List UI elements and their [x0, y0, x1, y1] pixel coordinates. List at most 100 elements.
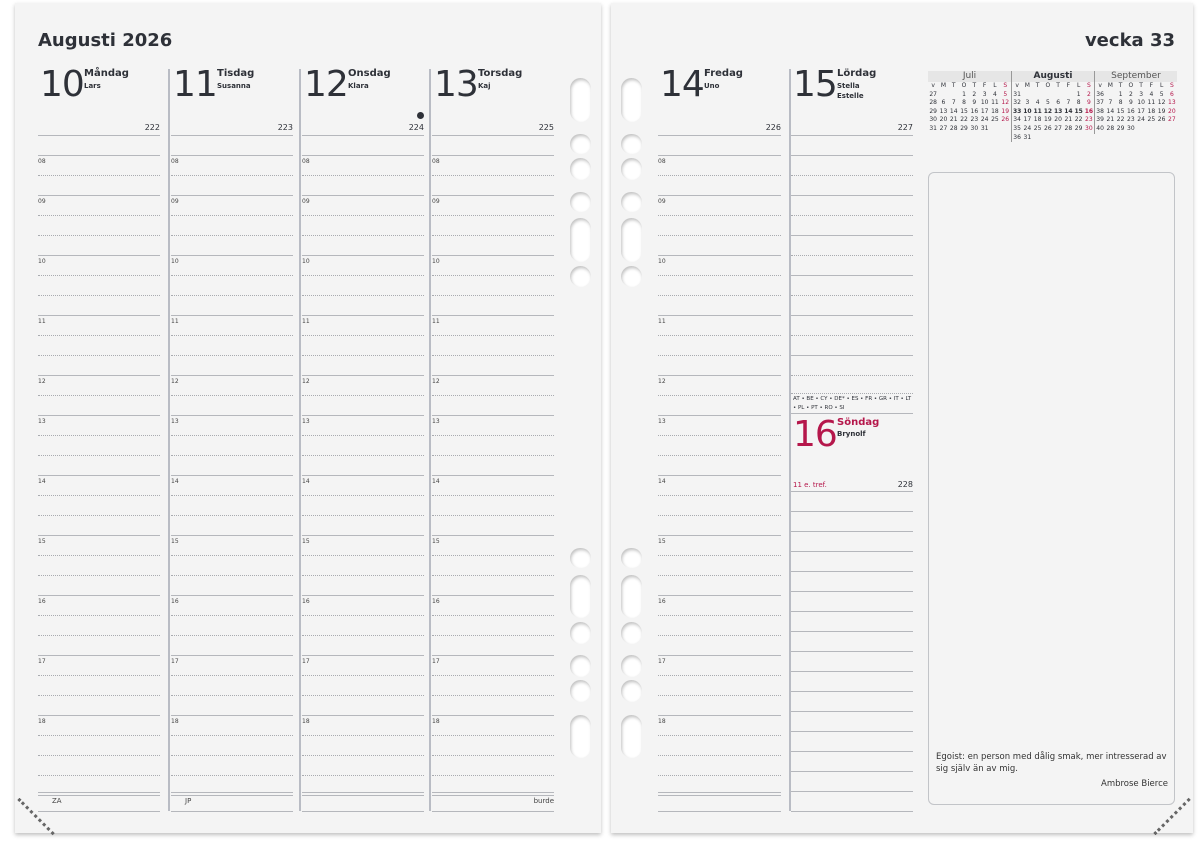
date-cell[interactable]: 18	[991, 107, 999, 115]
date-cell[interactable]: 11	[1147, 99, 1156, 107]
date-cell[interactable]: 16	[970, 107, 979, 115]
date-cell[interactable]: 21	[1106, 116, 1115, 124]
date-cell[interactable]: 4	[1149, 90, 1154, 98]
date-cell[interactable]: 13	[1168, 99, 1176, 107]
date-cell[interactable]: 19	[1044, 116, 1052, 124]
date-cell[interactable]: 20	[1168, 107, 1176, 115]
date-cell[interactable]: 22	[960, 116, 968, 124]
date-cell[interactable]: 24	[1137, 116, 1145, 124]
day-column-onsdag[interactable]: 12 Onsdag Klara 224 08 09 10 11 12 13 14 15 16 17 18	[302, 65, 424, 812]
date-cell[interactable]: 14	[1064, 107, 1073, 115]
date-cell[interactable]: 1	[1118, 90, 1123, 98]
date-cell[interactable]: 17	[1023, 116, 1032, 124]
date-cell[interactable]: 8	[1118, 99, 1123, 107]
date-cell[interactable]: 1	[962, 90, 966, 98]
date-cell[interactable]: 6	[1169, 90, 1174, 98]
date-cell[interactable]: 25	[991, 116, 999, 124]
day-column-måndag[interactable]: 10 Måndag Lars 222 08 09 10 11 12 13 14 15 16 17 18 ZA	[38, 65, 160, 812]
date-cell[interactable]: 28	[1064, 124, 1073, 132]
date-cell[interactable]: 3	[982, 90, 987, 98]
date-cell[interactable]: 9	[1086, 99, 1091, 107]
date-cell[interactable]: 10	[1137, 99, 1145, 107]
date-cell[interactable]: 15	[1116, 107, 1125, 115]
date-cell[interactable]: 26	[1044, 124, 1052, 132]
date-cell[interactable]: 7	[951, 99, 956, 107]
date-cell[interactable]: 12	[1001, 99, 1010, 107]
date-cell[interactable]: 3	[1025, 99, 1030, 107]
date-cell[interactable]: 30	[1127, 124, 1135, 132]
date-cell[interactable]: 12	[1157, 99, 1166, 107]
date-cell[interactable]: 11	[1033, 107, 1042, 115]
date-cell[interactable]: 31	[980, 124, 989, 132]
date-cell[interactable]: 5	[1159, 90, 1164, 98]
date-cell[interactable]: 8	[962, 99, 966, 107]
date-cell[interactable]: 21	[949, 116, 958, 124]
date-cell[interactable]: 15	[960, 107, 968, 115]
date-cell[interactable]: 5	[1045, 99, 1050, 107]
date-cell[interactable]: 10	[1023, 107, 1032, 115]
date-cell[interactable]: 27	[939, 124, 948, 132]
date-cell[interactable]: 23	[970, 116, 979, 124]
date-cell[interactable]: 22	[1074, 116, 1083, 124]
date-cell[interactable]: 13	[939, 107, 948, 115]
date-cell[interactable]: 28	[949, 124, 958, 132]
date-cell[interactable]: 18	[1147, 107, 1156, 115]
date-cell[interactable]: 22	[1116, 116, 1125, 124]
date-cell[interactable]: 24	[1023, 124, 1032, 132]
day-column-tisdag[interactable]: 11 Tisdag Susanna 223 08 09 10 11 12 13 14 15 16 17 18…	[171, 65, 293, 812]
date-cell[interactable]: 5	[1003, 90, 1008, 98]
date-cell[interactable]: 15	[1074, 107, 1083, 115]
date-cell[interactable]: 11	[991, 99, 999, 107]
day-column-fredag[interactable]: 14 Fredag Uno 226 08 09 10 11 12 13 14 15 16 17 18	[658, 65, 781, 812]
date-cell[interactable]: 25	[1033, 124, 1042, 132]
date-cell[interactable]: 26	[1157, 116, 1166, 124]
date-cell[interactable]: 26	[1001, 116, 1010, 124]
date-cell[interactable]: 27	[1054, 124, 1062, 132]
dotted-line	[432, 235, 554, 236]
date-cell[interactable]: 28	[1106, 124, 1115, 132]
date-cell[interactable]: 6	[1056, 99, 1061, 107]
date-cell[interactable]: 20	[1054, 116, 1062, 124]
date-cell[interactable]: 8	[1076, 99, 1081, 107]
date-cell[interactable]: 16	[1084, 107, 1094, 115]
date-cell[interactable]: 21	[1064, 116, 1073, 124]
date-cell[interactable]: 4	[1035, 99, 1040, 107]
date-cell[interactable]: 13	[1053, 107, 1063, 115]
date-cell[interactable]: 29	[960, 124, 968, 132]
date-cell[interactable]: 9	[972, 99, 977, 107]
notes-box[interactable]: Egoist: en person med dålig smak, mer in…	[928, 172, 1175, 805]
date-cell[interactable]: 31	[1023, 133, 1032, 141]
date-cell[interactable]: 16	[1127, 107, 1135, 115]
date-cell[interactable]: 27	[1168, 116, 1176, 124]
date-cell[interactable]: 18	[1033, 116, 1042, 124]
date-cell[interactable]: 7	[1108, 99, 1113, 107]
date-cell[interactable]: 14	[1106, 107, 1115, 115]
date-cell[interactable]: 9	[1128, 99, 1133, 107]
date-cell[interactable]: 6	[941, 99, 946, 107]
date-cell[interactable]: 14	[949, 107, 958, 115]
date-cell[interactable]: 17	[1137, 107, 1145, 115]
date-cell[interactable]: 17	[980, 107, 989, 115]
date-cell[interactable]: 2	[1128, 90, 1133, 98]
date-cell[interactable]: 25	[1147, 116, 1156, 124]
date-cell[interactable]: 2	[972, 90, 977, 98]
date-cell[interactable]: 4	[993, 90, 997, 98]
date-cell[interactable]: 30	[1085, 124, 1093, 132]
date-cell[interactable]: 23	[1127, 116, 1135, 124]
date-cell[interactable]: 24	[980, 116, 989, 124]
date-cell[interactable]: 12	[1043, 107, 1053, 115]
date-cell[interactable]: 29	[1116, 124, 1125, 132]
date-cell[interactable]: 23	[1085, 116, 1093, 124]
day-column-torsdag[interactable]: 13 Torsdag Kaj 225 08 09 10 11 12 13 14 15 16 17 18 bur…	[432, 65, 554, 812]
date-cell[interactable]: 2	[1086, 90, 1091, 98]
date-cell[interactable]: 1	[1076, 90, 1081, 98]
date-cell[interactable]: 7	[1066, 99, 1071, 107]
date-cell[interactable]: 20	[939, 116, 948, 124]
day-column-lördag[interactable]: 15 Lördag Stella Estelle 227 AT • BE • CY • D…	[791, 65, 913, 812]
date-cell[interactable]: 3	[1139, 90, 1144, 98]
date-cell[interactable]: 10	[980, 99, 989, 107]
date-cell[interactable]: 19	[1157, 107, 1166, 115]
date-cell[interactable]: 29	[1074, 124, 1083, 132]
date-cell[interactable]: 19	[1001, 107, 1010, 115]
date-cell[interactable]: 30	[970, 124, 979, 132]
